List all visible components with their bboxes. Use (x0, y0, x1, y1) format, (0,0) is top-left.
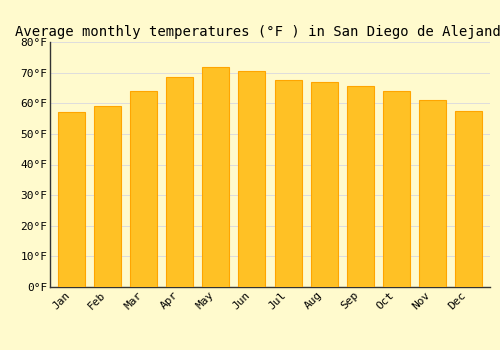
Bar (419, 100, 446, 287)
Title: Average monthly temperatures (°F ) in San Diego de Alejandría: Average monthly temperatures (°F ) in Sa… (14, 25, 500, 40)
Bar (94, 106, 121, 287)
Bar (346, 86, 374, 287)
Bar (382, 91, 410, 287)
Bar (166, 77, 194, 287)
Bar (455, 111, 482, 287)
Bar (310, 82, 338, 287)
Bar (202, 66, 230, 287)
Bar (130, 91, 158, 287)
Bar (238, 71, 266, 287)
Bar (274, 80, 301, 287)
Bar (58, 112, 85, 287)
